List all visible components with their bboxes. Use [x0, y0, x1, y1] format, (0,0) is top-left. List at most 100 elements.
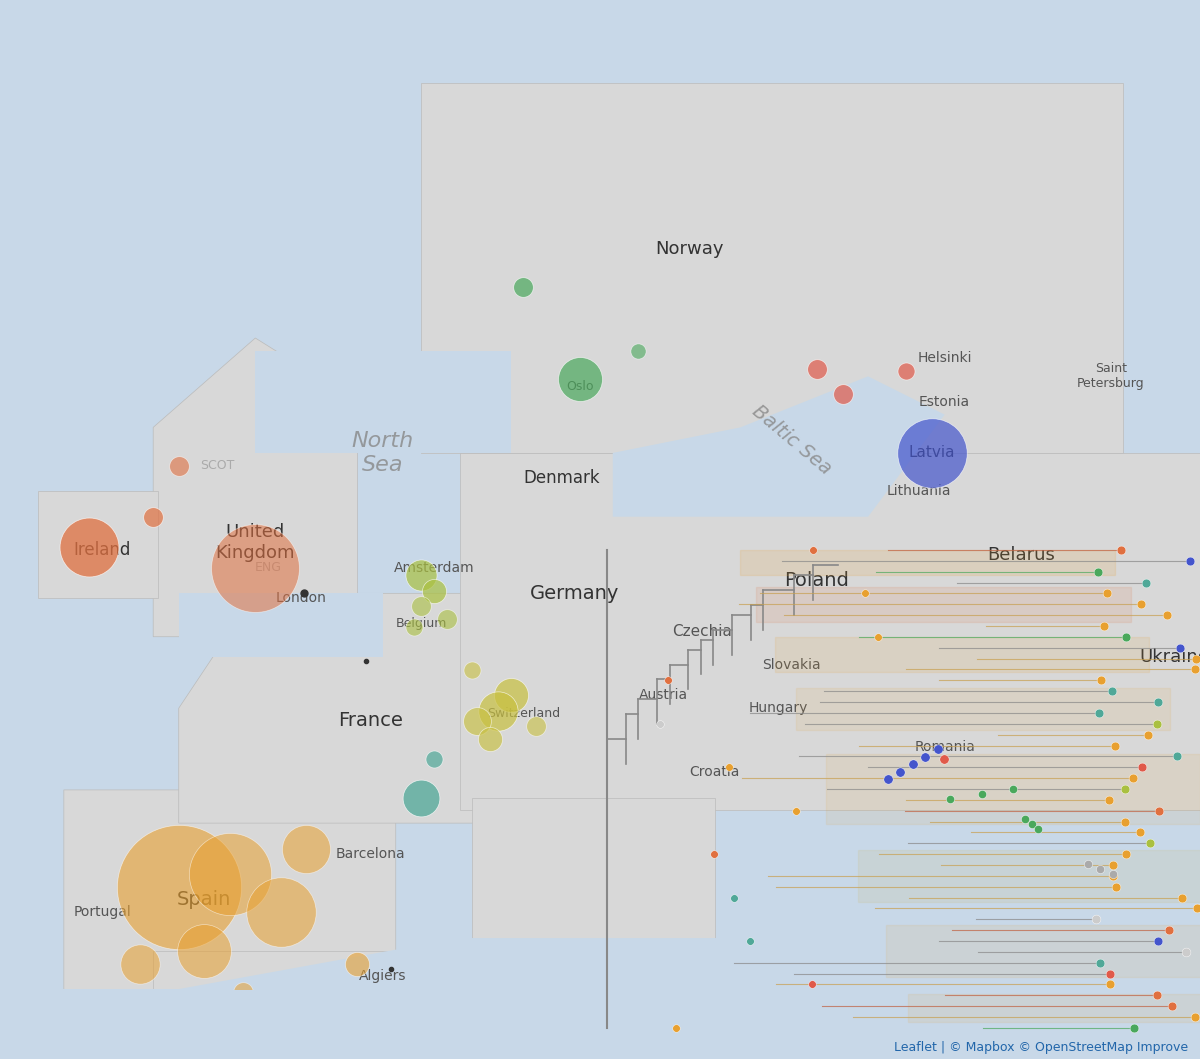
Polygon shape [38, 491, 158, 598]
Text: Belarus: Belarus [988, 546, 1055, 564]
Point [935, 751, 954, 768]
Point [1091, 954, 1110, 971]
Point [514, 279, 533, 295]
Text: Portugal: Portugal [73, 905, 131, 919]
Polygon shape [154, 338, 358, 636]
Text: Saint
Petersburg: Saint Petersburg [1076, 362, 1145, 391]
Point [740, 933, 760, 950]
Polygon shape [179, 938, 1200, 1059]
Text: ENG: ENG [254, 561, 282, 574]
Point [856, 585, 875, 602]
Point [1130, 824, 1150, 841]
Point [1176, 944, 1195, 961]
Point [869, 628, 888, 645]
Point [1115, 813, 1134, 830]
Point [1170, 640, 1189, 657]
Text: Barcelona: Barcelona [336, 847, 406, 861]
Text: Czechia: Czechia [672, 624, 732, 640]
Point [412, 789, 431, 806]
Point [1187, 900, 1200, 917]
Polygon shape [179, 593, 523, 823]
Text: SCOT: SCOT [200, 460, 234, 472]
Point [724, 890, 743, 907]
FancyArrow shape [775, 638, 1150, 672]
Point [1147, 715, 1166, 732]
Text: Denmark: Denmark [523, 469, 600, 487]
Point [1124, 1020, 1144, 1037]
Point [704, 846, 724, 863]
Text: Romania: Romania [914, 739, 976, 754]
Point [1157, 607, 1176, 624]
Polygon shape [179, 593, 383, 658]
Point [1159, 921, 1178, 938]
Polygon shape [256, 351, 511, 453]
Point [1132, 596, 1151, 613]
Text: Austria: Austria [640, 688, 689, 702]
Polygon shape [64, 772, 396, 991]
Point [1139, 726, 1158, 743]
Text: Hungary: Hungary [749, 701, 809, 715]
Text: Poland: Poland [785, 571, 850, 590]
Point [929, 740, 948, 757]
Point [1187, 650, 1200, 667]
Text: Spain: Spain [178, 891, 232, 910]
Point [79, 539, 98, 556]
Point [1091, 860, 1110, 877]
Point [803, 976, 822, 993]
Point [1148, 933, 1168, 950]
Point [194, 943, 214, 959]
Text: Norway: Norway [655, 239, 724, 257]
Point [412, 597, 431, 614]
Text: Switzerland: Switzerland [487, 706, 560, 720]
Text: Latvia: Latvia [908, 446, 955, 461]
Point [246, 559, 265, 576]
Point [1099, 791, 1118, 808]
FancyArrow shape [826, 754, 1200, 824]
Text: Ukraine: Ukraine [1140, 648, 1200, 666]
Text: Ireland: Ireland [73, 541, 131, 559]
FancyArrow shape [887, 925, 1200, 976]
Point [808, 360, 827, 377]
Point [719, 758, 738, 775]
Text: Germany: Germany [529, 584, 619, 603]
Text: Estonia: Estonia [919, 395, 971, 409]
Point [629, 342, 648, 359]
Point [463, 662, 482, 679]
Point [468, 713, 487, 730]
Point [233, 983, 252, 1000]
FancyArrow shape [796, 688, 1170, 731]
Point [1116, 846, 1135, 863]
FancyArrow shape [908, 994, 1200, 1022]
Text: Lithuania: Lithuania [887, 484, 952, 498]
Text: Helsinki: Helsinki [918, 352, 972, 365]
Point [904, 756, 923, 773]
Point [131, 955, 150, 972]
Point [502, 687, 521, 704]
Text: North
Sea: North Sea [352, 431, 414, 474]
Point [1078, 856, 1097, 873]
Text: France: France [337, 712, 403, 731]
Text: Oslo: Oslo [566, 380, 593, 393]
Point [650, 715, 670, 732]
Polygon shape [613, 376, 944, 517]
Text: Slovakia: Slovakia [762, 658, 821, 671]
Point [425, 582, 444, 599]
Point [1136, 574, 1156, 591]
Point [1103, 683, 1122, 700]
Point [437, 610, 456, 627]
Point [941, 790, 960, 807]
Point [1140, 834, 1159, 851]
Polygon shape [460, 453, 1200, 810]
Point [1117, 628, 1136, 645]
Point [1111, 541, 1130, 558]
FancyArrow shape [756, 588, 1130, 623]
Polygon shape [154, 951, 562, 1059]
Text: Croatia: Croatia [690, 765, 740, 779]
Point [1115, 780, 1134, 797]
FancyArrow shape [740, 551, 1115, 575]
Point [1148, 694, 1168, 711]
Text: Amsterdam: Amsterdam [394, 561, 474, 575]
Point [1003, 780, 1022, 797]
Point [1186, 1008, 1200, 1025]
Point [1028, 821, 1048, 838]
